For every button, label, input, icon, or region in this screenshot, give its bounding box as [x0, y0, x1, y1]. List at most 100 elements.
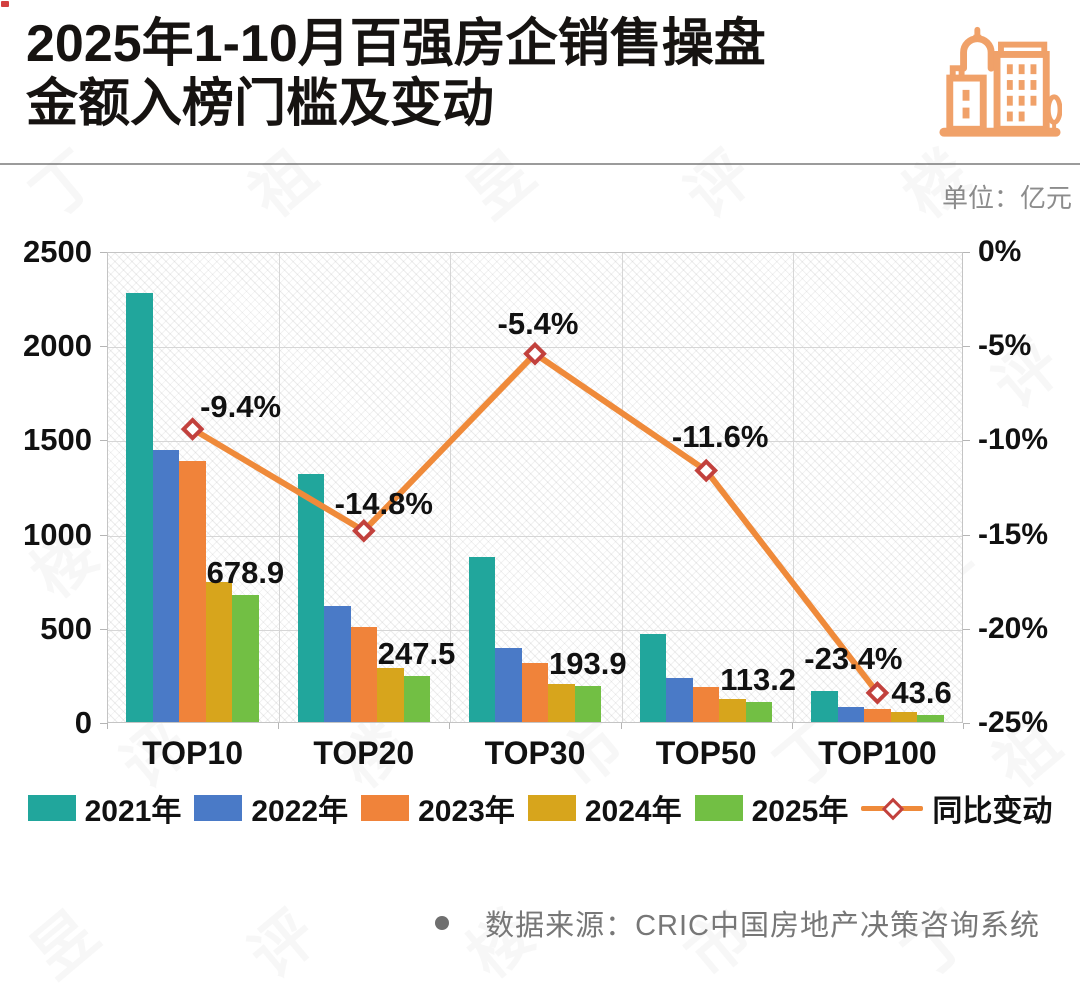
bar-2023年-TOP10: [179, 461, 206, 722]
bar-2024年-TOP100: [890, 712, 918, 722]
left-axis-tick-label: 0: [74, 705, 92, 740]
gridline: [279, 253, 281, 722]
line-value-label: -11.6%: [671, 418, 769, 454]
right-axis-tick-label: -15%: [978, 517, 1049, 551]
legend-item-2022年: 2022年: [194, 786, 348, 830]
line-value-label: -9.4%: [200, 389, 282, 425]
bar-value-label: 43.6: [891, 674, 952, 710]
bar-2022年-TOP10: [152, 449, 180, 722]
bar-2023年-TOP100: [864, 708, 891, 722]
buildings-icon: [936, 22, 1063, 149]
bar-2021年-TOP30: [468, 557, 496, 722]
right-axis-tick-label: -5%: [978, 329, 1032, 363]
unit-label: 单位：亿元: [941, 183, 1072, 213]
legend-item-2024年: 2024年: [527, 786, 682, 830]
axis-tick: [100, 628, 107, 630]
axis-tick: [100, 440, 107, 442]
bar-2021年-TOP20: [297, 474, 325, 722]
right-axis-tick-label: -20%: [978, 611, 1049, 645]
bar-2025年-TOP30: [574, 686, 602, 722]
axis-tick: [100, 252, 107, 253]
bar-2022年-TOP100: [837, 706, 865, 722]
legend-label: 2024年: [584, 795, 682, 828]
bar-2021年-TOP10: [126, 293, 153, 722]
left-axis-tick-label: 1500: [23, 422, 92, 458]
legend-label: 2025年: [751, 795, 849, 828]
right-axis-tick-label: -10%: [978, 423, 1049, 457]
page-title-line2: 金额入榜门槛及变动: [26, 75, 495, 134]
line-value-label: -23.4%: [804, 640, 903, 676]
bar-2025年-TOP50: [745, 701, 773, 722]
right-axis-tick-label: 0%: [978, 235, 1022, 268]
source-text: 数据来源：CRIC中国房地产决策咨询系统: [485, 910, 1040, 942]
chart-legend: 2021年 2022年 2023年 2024年 2025年 同比变动: [0, 786, 1080, 830]
header-divider: [0, 163, 1080, 165]
gridline: [108, 441, 962, 443]
axis-tick: [791, 723, 793, 729]
category-label: TOP20: [313, 735, 415, 771]
legend-item-2023年: 2023年: [361, 786, 515, 830]
axis-tick: [963, 346, 970, 348]
category-label: TOP30: [484, 735, 586, 771]
gridline: [108, 347, 962, 349]
legend-item-2025年: 2025年: [694, 786, 849, 830]
category-label: TOP100: [818, 735, 937, 771]
watermark-text: 丁: [19, 138, 112, 232]
legend-label: 2022年: [251, 795, 349, 828]
bar-value-label: 247.5: [377, 636, 456, 672]
legend-swatch: [194, 795, 243, 821]
category-label: TOP10: [142, 735, 243, 771]
page-title: 2025年1-10月百强房企销售操盘 金额入榜门槛及变动: [26, 14, 926, 135]
legend-swatch: [27, 795, 76, 821]
axis-tick: [963, 723, 964, 729]
trend-line-icon: [861, 795, 924, 821]
axis-tick: [107, 723, 108, 729]
bar-value-label: 678.9: [206, 555, 285, 591]
legend-item-2021年: 2021年: [27, 786, 182, 830]
bar-2024年-TOP20: [377, 668, 404, 722]
watermark-text: 昱: [455, 138, 548, 232]
bar-2024年-TOP30: [548, 684, 575, 722]
bar-2025年-TOP20: [403, 676, 431, 722]
category-label: TOP50: [655, 735, 757, 771]
left-axis-tick-label: 500: [40, 610, 92, 646]
legend-swatch: [361, 795, 410, 821]
bar-2025年-TOP10: [232, 595, 259, 722]
axis-tick: [963, 534, 970, 536]
left-axis-tick-label: 1000: [23, 516, 92, 552]
watermark-text: 昱: [19, 898, 112, 992]
legend-diamond-icon: [882, 797, 905, 821]
legend-swatch: [694, 795, 743, 821]
watermark-text: 祖: [237, 138, 330, 232]
legend-label: 同比变动: [932, 795, 1053, 828]
bar-2023年-TOP20: [350, 626, 378, 722]
axis-tick: [100, 534, 107, 536]
left-axis-tick-label: 2500: [23, 234, 92, 269]
gridline: [792, 253, 794, 722]
bar-2022年-TOP20: [324, 606, 351, 722]
corner-red-mark: [1, 1, 9, 7]
bar-2022年-TOP50: [666, 677, 693, 722]
bar-2023年-TOP30: [521, 662, 549, 722]
axis-tick: [963, 628, 970, 630]
axis-tick: [278, 723, 280, 729]
page-title-line1: 2025年1-10月百强房企销售操盘: [26, 15, 766, 73]
legend-label: 2021年: [84, 795, 182, 828]
line-value-label: -5.4%: [497, 305, 579, 341]
gridline: [108, 535, 962, 537]
watermark-text: 评: [237, 898, 330, 992]
axis-tick: [963, 252, 970, 253]
axis-tick: [100, 346, 107, 348]
bar-2022年-TOP30: [495, 647, 522, 722]
bar-2021年-TOP50: [639, 634, 667, 722]
legend-swatch: [527, 795, 576, 821]
left-axis-tick-label: 2000: [23, 328, 92, 364]
bar-2024年-TOP50: [719, 698, 746, 722]
line-value-label: -14.8%: [334, 485, 433, 521]
legend-item-同比变动: 同比变动: [861, 786, 1052, 830]
watermark-text: 评: [673, 138, 766, 232]
axis-tick: [963, 440, 970, 442]
bar-2023年-TOP50: [692, 687, 720, 722]
bar-2021年-TOP100: [811, 690, 838, 722]
axis-tick: [100, 723, 107, 724]
